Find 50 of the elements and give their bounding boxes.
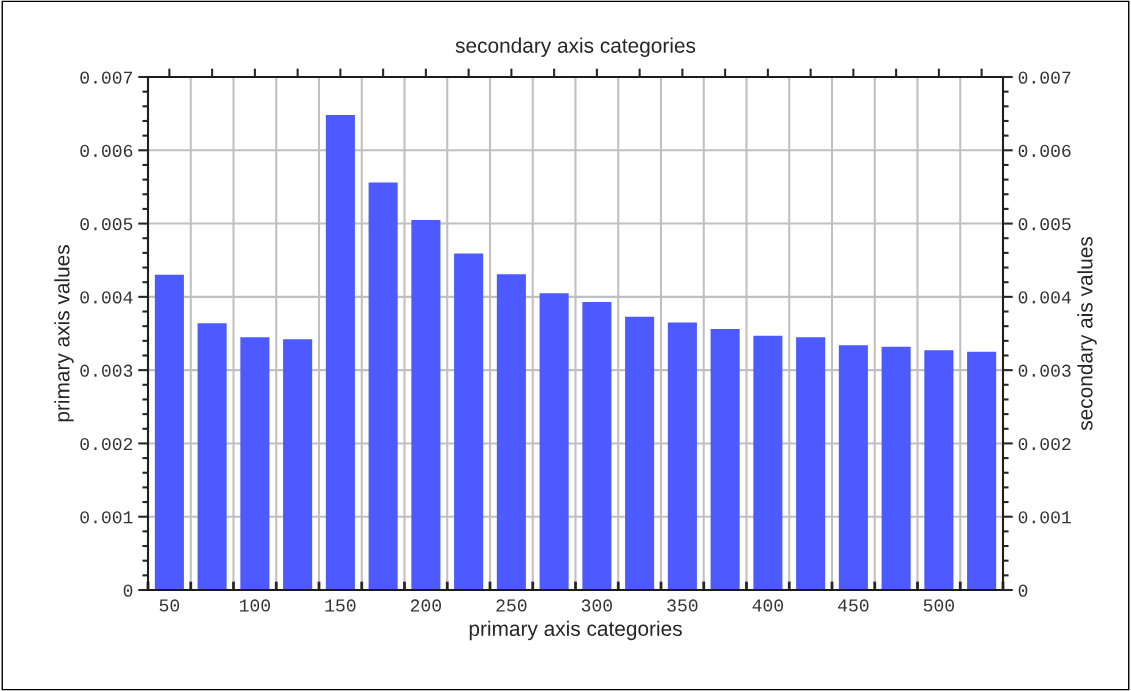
x-tick-label: 150 bbox=[325, 599, 356, 612]
x-tick-label: 250 bbox=[496, 599, 527, 612]
bar bbox=[368, 182, 398, 590]
y-tick-label: 0.007 bbox=[80, 71, 132, 84]
y-tick-label: 0.003 bbox=[80, 364, 133, 377]
bar bbox=[710, 329, 740, 590]
x-tick-label: 450 bbox=[838, 599, 869, 612]
bar bbox=[753, 335, 783, 590]
x-tick-label: 350 bbox=[667, 599, 698, 612]
x-tick-label: 200 bbox=[410, 599, 442, 612]
bar bbox=[154, 274, 184, 590]
x-tick-label: 100 bbox=[239, 599, 271, 612]
bar bbox=[582, 301, 612, 590]
x-tick-label: 400 bbox=[752, 599, 784, 612]
bar bbox=[967, 351, 997, 590]
x-axis-title: primary axis categories bbox=[469, 620, 682, 641]
bar bbox=[881, 346, 911, 590]
x-tick-label: 50 bbox=[159, 599, 180, 612]
bar bbox=[496, 274, 526, 590]
x-tick-label: 300 bbox=[581, 599, 613, 612]
bar bbox=[325, 115, 355, 590]
y2-tick-label: 0.001 bbox=[1018, 511, 1071, 524]
y2-tick-label: 0.002 bbox=[1018, 437, 1071, 451]
bar bbox=[625, 316, 655, 590]
y-tick-label: 0.001 bbox=[80, 511, 133, 524]
bar bbox=[454, 253, 484, 590]
bar bbox=[240, 337, 270, 590]
x2-axis-title: secondary axis categories bbox=[455, 37, 696, 58]
y2-tick-label: 0.004 bbox=[1018, 291, 1071, 304]
bar bbox=[796, 337, 826, 590]
bar bbox=[283, 339, 313, 590]
y-tick-label: 0.005 bbox=[80, 218, 133, 231]
bar bbox=[411, 219, 441, 590]
y-tick-label: 0.004 bbox=[80, 291, 133, 304]
bar bbox=[539, 293, 569, 590]
y2-tick-label: 0.005 bbox=[1018, 218, 1071, 231]
bar bbox=[667, 322, 697, 590]
y2-tick-label: 0 bbox=[1018, 584, 1028, 597]
y-tick-label: 0.002 bbox=[80, 437, 133, 451]
y2-tick-label: 0.007 bbox=[1018, 71, 1071, 84]
y-axis-title: primary axis values bbox=[54, 245, 74, 422]
y2-tick-label: 0.003 bbox=[1018, 364, 1071, 377]
bar bbox=[197, 323, 227, 590]
bar bbox=[924, 350, 954, 590]
bar bbox=[838, 345, 868, 590]
y-tick-label: 0 bbox=[123, 584, 133, 597]
y2-tick-label: 0.006 bbox=[1018, 144, 1071, 158]
y2-axis-title: secondary ais values bbox=[1077, 236, 1097, 431]
y-tick-label: 0.006 bbox=[80, 144, 133, 158]
x-tick-label: 500 bbox=[923, 599, 955, 612]
